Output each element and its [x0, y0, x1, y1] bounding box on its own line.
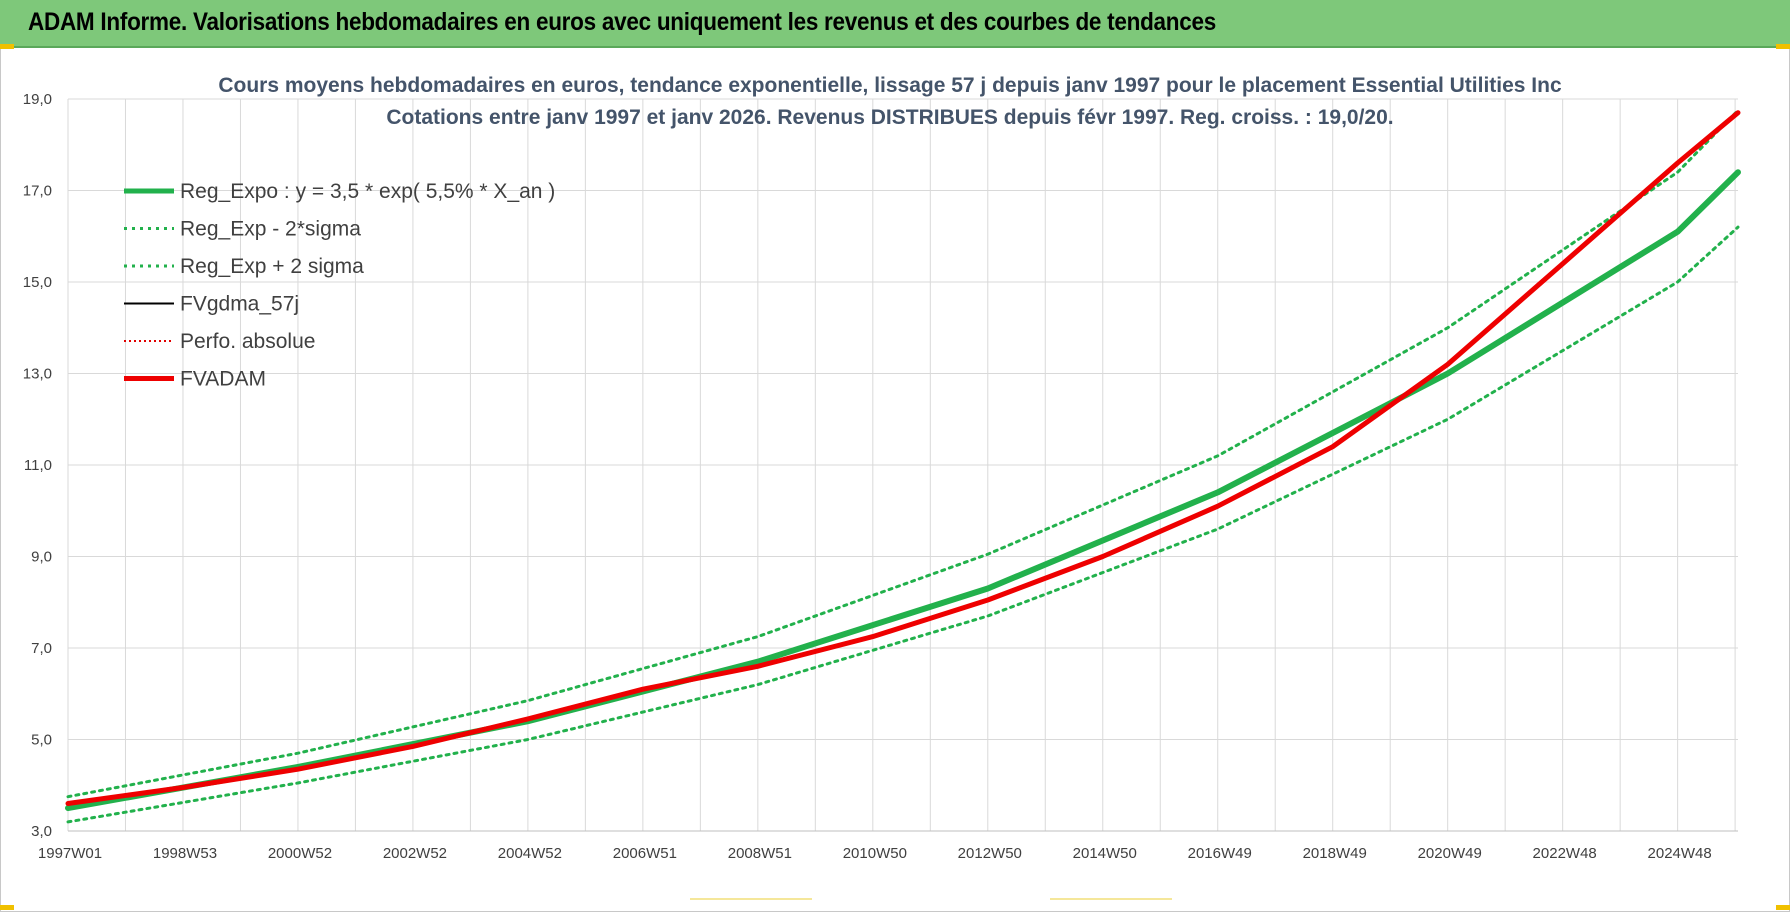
y-tick-label: 9,0 [31, 549, 52, 566]
y-tick-label: 11,0 [24, 457, 52, 474]
x-tick-label: 2002W52 [383, 845, 447, 862]
y-tick-label: 13,0 [23, 366, 52, 383]
corner-marker [0, 44, 14, 49]
x-tick-label: 2012W50 [958, 845, 1022, 862]
series-line [65, 110, 1741, 806]
y-tick-label: 7,0 [31, 640, 52, 657]
x-tick-label: 2022W48 [1533, 845, 1597, 862]
y-tick-label: 5,0 [31, 732, 52, 749]
chart-title: Cours moyens hebdomadaires en euros, ten… [218, 74, 1562, 97]
x-axis-ticks: 1997W01 1998W53 2000W52 2002W52 2004W52 2006W… [38, 845, 1712, 862]
legend-label: FVADAM [180, 368, 266, 391]
y-tick-label: 3,0 [31, 823, 52, 840]
x-tick-label: 2008W51 [728, 845, 792, 862]
legend-label: FVgdma_57j [180, 293, 299, 316]
legend-label: Perfo. absolue [180, 330, 315, 353]
bottom-accent-line [690, 898, 812, 900]
gridlines [67, 98, 1738, 832]
x-tick-label: 2004W52 [498, 845, 562, 862]
x-tick-label: 2010W50 [843, 845, 907, 862]
legend-label: Reg_Expo : y = 3,5 * exp( 5,5% * X_an ) [180, 180, 555, 203]
series-line [66, 108, 1740, 799]
x-tick-label: 2018W49 [1303, 845, 1367, 862]
x-tick-label: 2016W49 [1188, 845, 1252, 862]
corner-marker [1776, 44, 1790, 49]
series-line [66, 225, 1740, 824]
report-title: ADAM Informe. Valorisations hebdomadaire… [28, 8, 1217, 36]
chart-subtitle: Cotations entre janv 1997 et janv 2026. … [386, 106, 1393, 129]
corner-marker [0, 905, 14, 910]
y-tick-label: 19,0 [23, 91, 52, 108]
chart-legend: Reg_Expo : y = 3,5 * exp( 5,5% * X_an ) R… [124, 180, 555, 391]
x-tick-label: 2020W49 [1418, 845, 1482, 862]
legend-label: Reg_Exp - 2*sigma [180, 218, 361, 241]
x-tick-label: 2024W48 [1648, 845, 1712, 862]
report-header: ADAM Informe. Valorisations hebdomadaire… [0, 0, 1790, 48]
y-tick-label: 15,0 [23, 274, 52, 291]
series-line [67, 111, 1739, 805]
corner-marker [1776, 905, 1790, 910]
x-tick-label: 2006W51 [613, 845, 677, 862]
x-tick-label: 1998W53 [153, 845, 217, 862]
series-line [67, 111, 1739, 805]
bottom-accent-line [1050, 898, 1172, 900]
x-tick-label: 1997W01 [38, 845, 102, 862]
legend-label: Reg_Exp + 2 sigma [180, 255, 364, 278]
x-tick-label: 2000W52 [268, 845, 332, 862]
x-tick-label: 2014W50 [1073, 845, 1137, 862]
y-axis-ticks: 3,0 5,0 7,0 9,0 11,0 13,0 15,0 17,0 19,0 [23, 91, 52, 840]
y-tick-label: 17,0 [23, 183, 52, 200]
weekly-valuation-chart: 3,0 5,0 7,0 9,0 11,0 13,0 15,0 17,0 19,0 1997W01… [23, 74, 1741, 862]
series-lines [65, 108, 1741, 824]
